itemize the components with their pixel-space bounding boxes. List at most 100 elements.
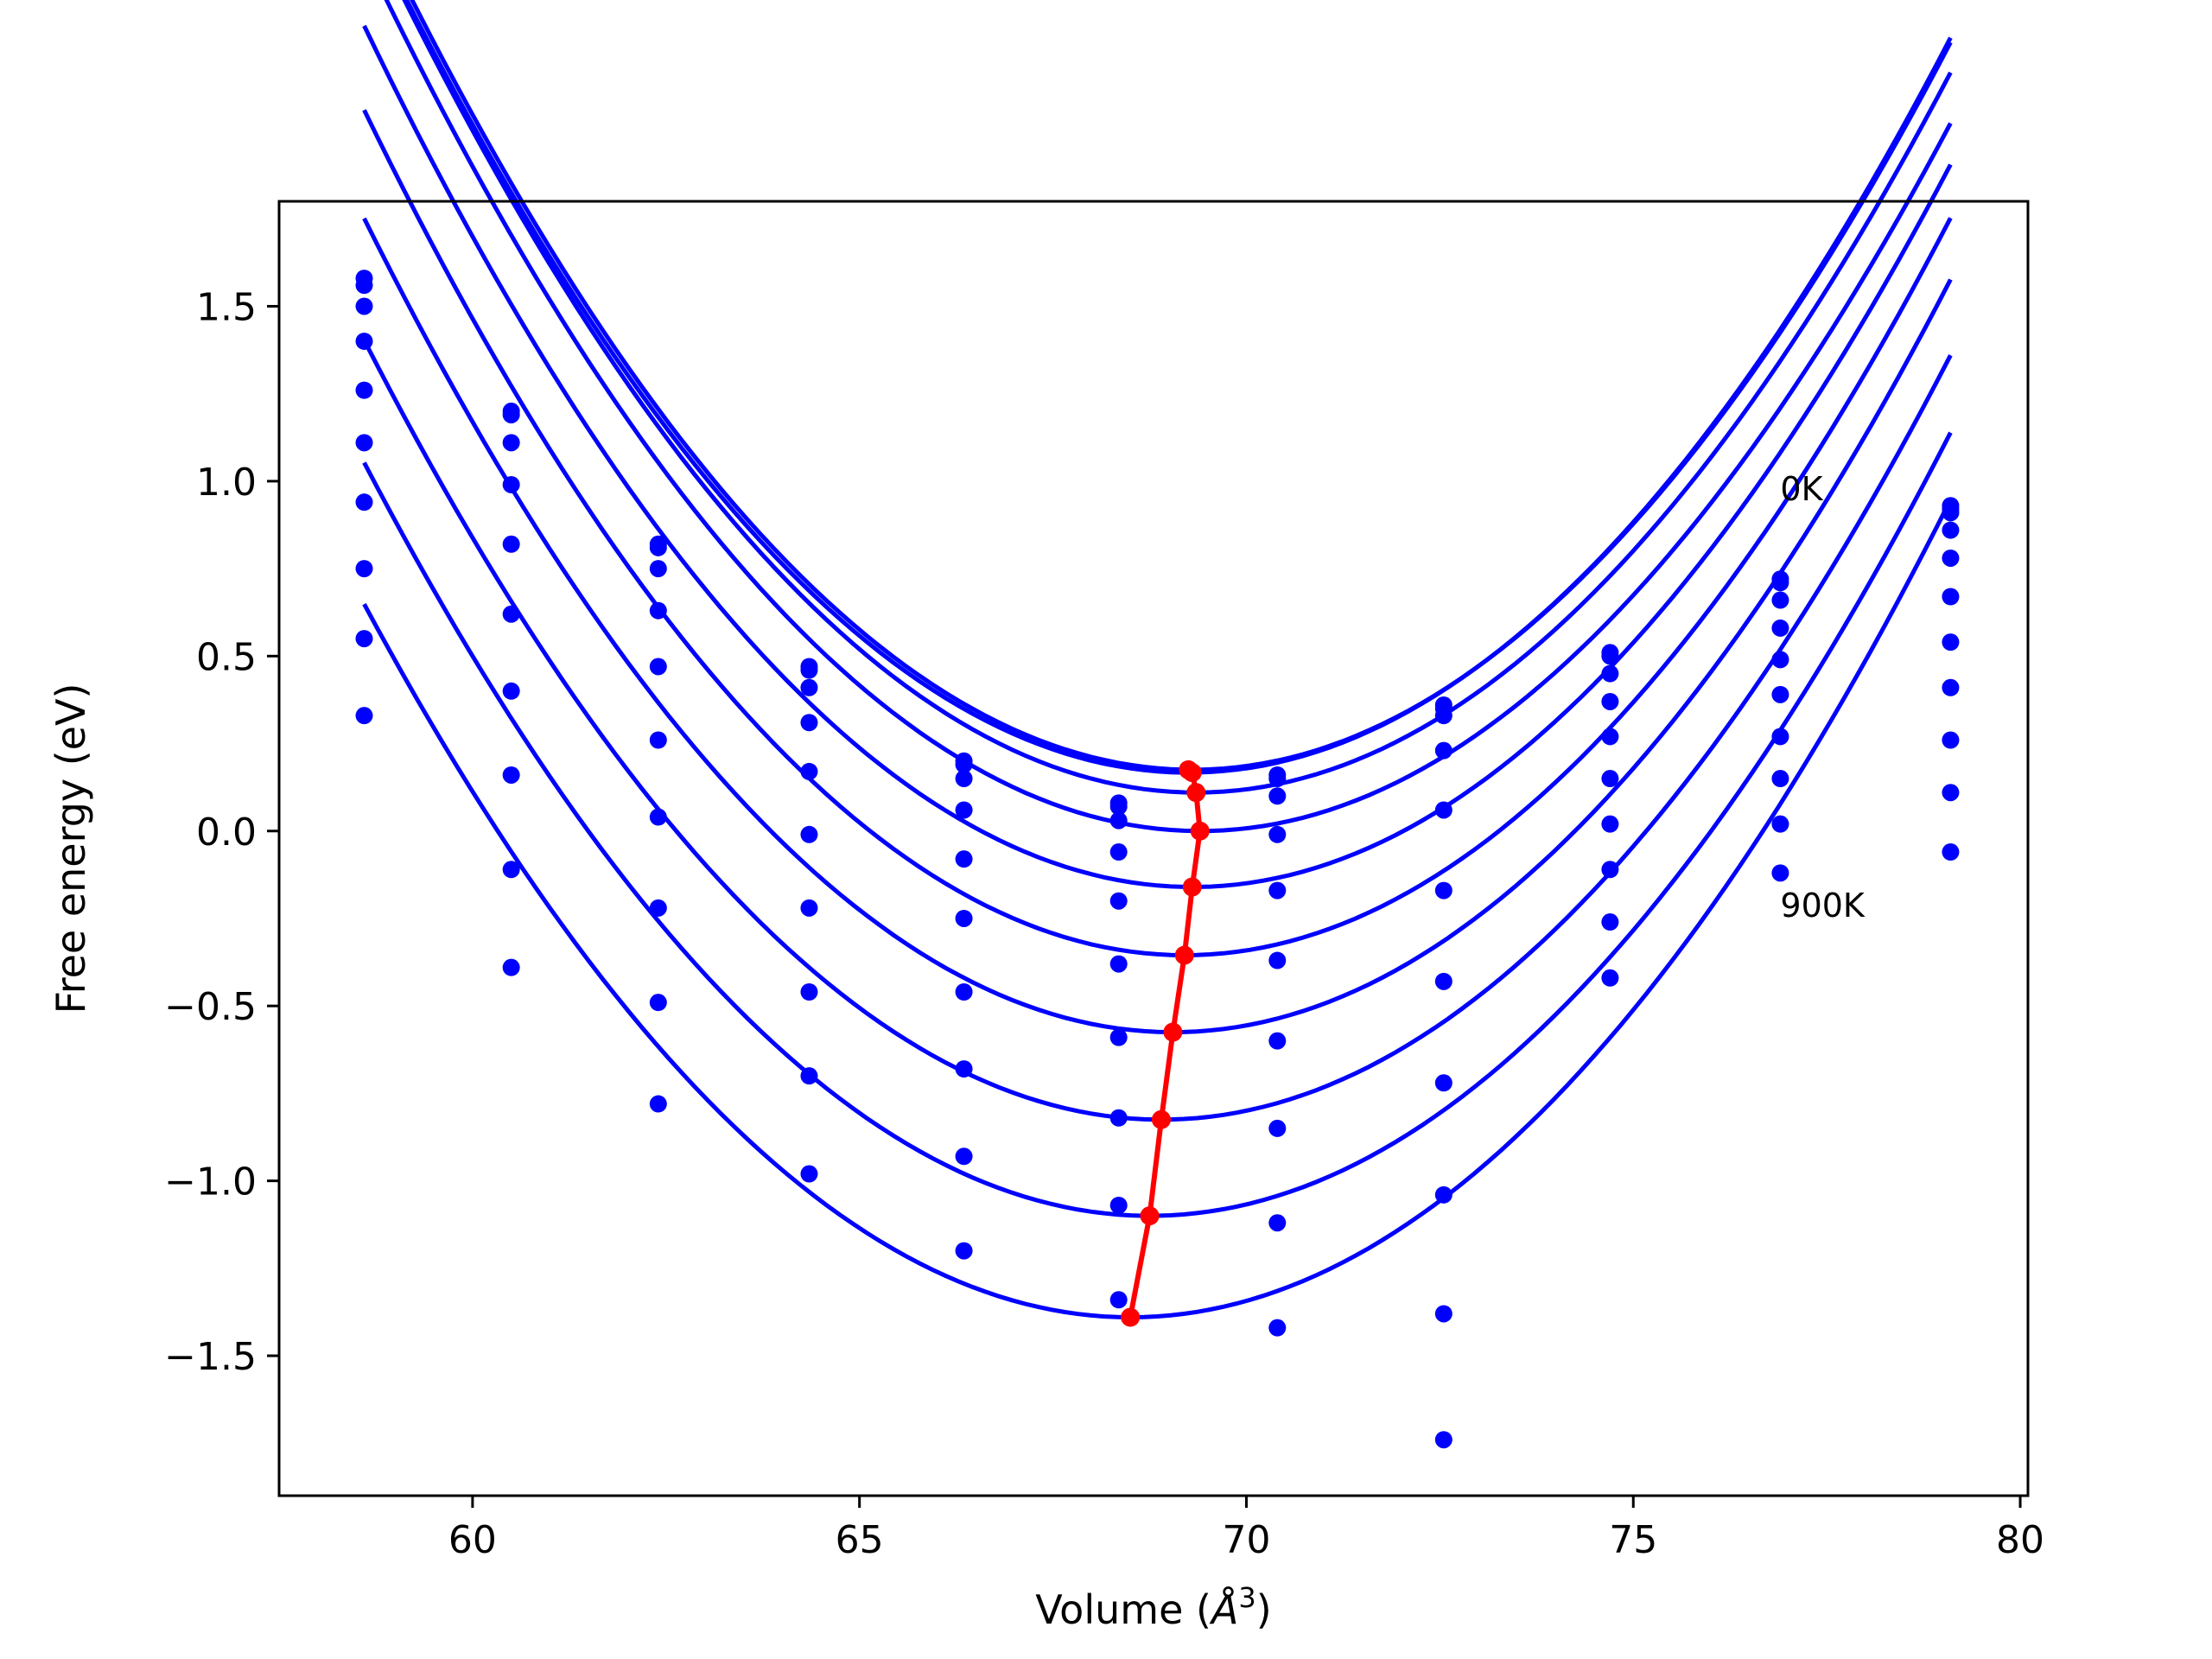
data-point [1434,741,1452,760]
minimum-point [1190,821,1210,841]
data-point [955,1060,973,1078]
data-point [1942,843,1960,861]
minimum-point [1140,1206,1160,1226]
plot-area [355,0,1960,1449]
minimum-point [1163,1022,1183,1042]
annotation-0k: 0K [1780,470,1823,508]
data-point [1268,1319,1287,1337]
data-point [649,731,667,749]
axes-frame [277,200,2030,1497]
x-tick-label: 80 [1996,1518,2044,1562]
y-tick-label: 1.0 [196,461,257,505]
x-tick-label: 70 [1222,1518,1270,1562]
data-point [502,535,520,553]
data-point [1601,770,1619,788]
data-point [800,825,818,843]
data-point [1268,1119,1287,1137]
data-point [955,770,973,788]
data-point [502,434,520,452]
data-point [1268,787,1287,805]
y-tick-label: 1.5 [196,285,257,329]
data-point [1771,685,1789,703]
data-point [1942,784,1960,802]
y-tick-label: −1.0 [164,1160,257,1205]
data-point [502,405,520,423]
fit-curve-1 [404,0,1953,775]
data-point [1434,881,1452,899]
data-point [502,958,520,976]
data-point [649,560,667,578]
x-axis-label-text: Volume ( [1035,1586,1211,1633]
data-point [1109,1291,1128,1309]
data-point [1109,955,1128,973]
x-tick-label: 65 [836,1518,884,1562]
data-point [800,678,818,696]
data-point [1601,913,1619,931]
data-point [355,630,373,648]
data-point [800,661,818,679]
data-point [502,682,520,700]
fit-curve-3 [384,0,1953,834]
data-point [649,1095,667,1113]
data-point [355,493,373,512]
minimum-point [1121,1307,1141,1327]
data-point [1434,801,1452,819]
x-axis-label: Volume (Å3) [1035,1581,1271,1633]
data-point [1109,843,1128,861]
data-point [1942,633,1960,652]
y-tick-label: 0.0 [196,810,257,855]
data-point [1109,1196,1128,1214]
data-point [649,658,667,676]
data-point [1109,1028,1128,1046]
minimum-point [1182,763,1202,783]
minimum-point [1186,783,1206,803]
data-point [355,560,373,578]
x-axis-label-suffix: ) [1256,1586,1272,1633]
data-point [1268,951,1287,969]
annotation-900k: 900K [1780,887,1866,925]
data-point [502,766,520,784]
y-tick-label: −0.5 [164,985,257,1029]
data-point [800,899,818,917]
data-point [1771,770,1789,788]
data-point [1109,798,1128,816]
data-point [1268,881,1287,899]
data-point [1109,1109,1128,1127]
data-point [1771,864,1789,882]
data-point [1942,678,1960,696]
data-point [955,1242,973,1260]
data-point [355,707,373,725]
data-point [1268,1214,1287,1232]
data-point [1942,731,1960,749]
data-point [1942,549,1960,567]
data-point [649,538,667,556]
data-point [502,861,520,879]
fit-curve-5 [362,109,1953,958]
x-tick-label: 60 [448,1518,497,1562]
data-point [1601,815,1619,833]
data-point [1434,1074,1452,1092]
data-point [649,994,667,1012]
data-point [955,1147,973,1166]
minimum-path-line [1128,767,1203,1319]
y-tick-label: 0.5 [196,635,257,679]
data-point [1771,815,1789,833]
data-point [1434,1305,1452,1323]
data-point [355,434,373,452]
data-point [955,909,973,927]
data-point [1268,825,1287,843]
data-point [1771,728,1789,746]
data-point [1268,1032,1287,1050]
fit-curve-2 [402,0,1953,795]
data-point [1601,861,1619,879]
data-point [800,1165,818,1183]
data-point [1942,521,1960,539]
data-point [1601,692,1619,710]
data-point [955,801,973,819]
data-point [1109,892,1128,910]
x-axis-label-unit: Å [1209,1586,1238,1633]
data-point [1771,591,1789,609]
minimum-point [1182,877,1202,897]
data-point [800,1067,818,1085]
